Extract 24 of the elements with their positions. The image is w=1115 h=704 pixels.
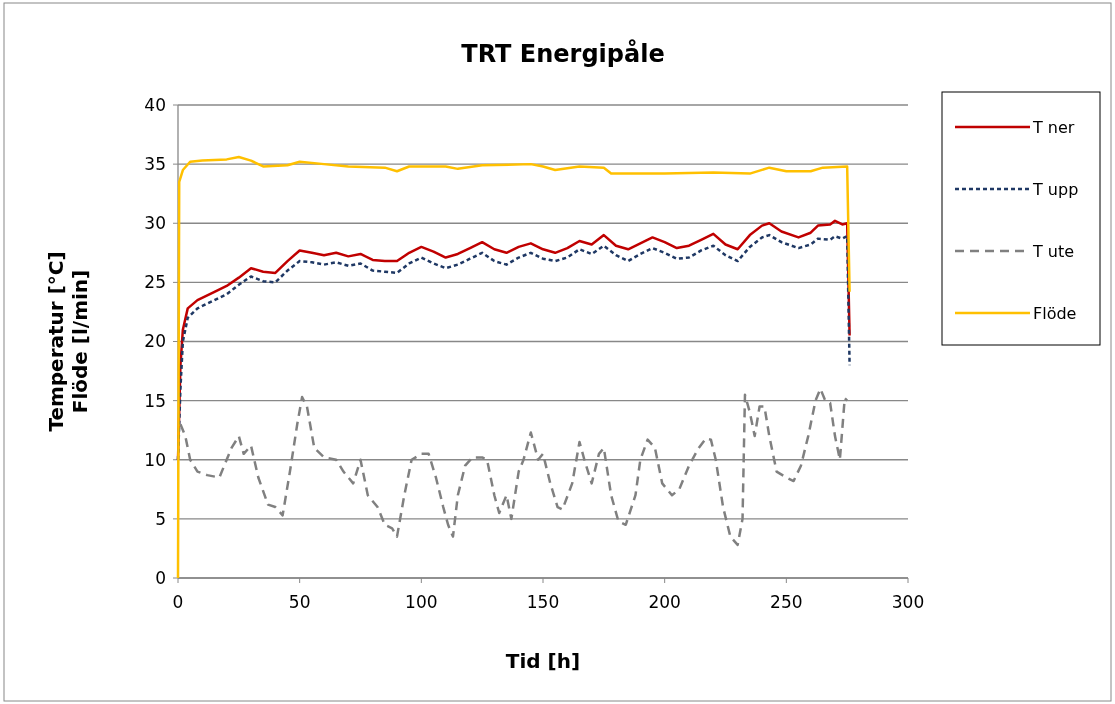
x-tick-label: 300 [891, 592, 925, 612]
y-tick-label: 25 [144, 272, 166, 293]
legend-label: Flöde [1033, 303, 1077, 323]
y-axis-title: Temperatur [°C] Flöde [l/min] [44, 251, 92, 432]
y-tick-label: 5 [155, 508, 166, 529]
line-series [176, 155, 851, 580]
x-tick-label: 0 [172, 592, 184, 612]
y-tick-label: 40 [144, 94, 166, 115]
y-tick-label: 35 [144, 154, 166, 175]
y-tick-label: 0 [155, 567, 166, 588]
x-tick-label: 150 [526, 592, 560, 612]
legend-label: T ner [1032, 117, 1075, 137]
chart-title: TRT Energipåle [461, 39, 665, 68]
y-tick-label: 10 [144, 449, 166, 470]
legend-label: T upp [1032, 179, 1079, 199]
x-tick-label: 50 [288, 592, 311, 612]
x-tick-label: 200 [648, 592, 681, 612]
y-tick-label: 20 [144, 331, 166, 352]
y-tick-label: 30 [144, 213, 166, 234]
y-tick-label: 15 [144, 390, 166, 411]
legend-label: T ute [1032, 241, 1075, 261]
x-tick-label: 250 [770, 592, 803, 612]
x-axis-title: Tid [h] [505, 649, 581, 673]
x-tick-label: 100 [405, 592, 438, 612]
